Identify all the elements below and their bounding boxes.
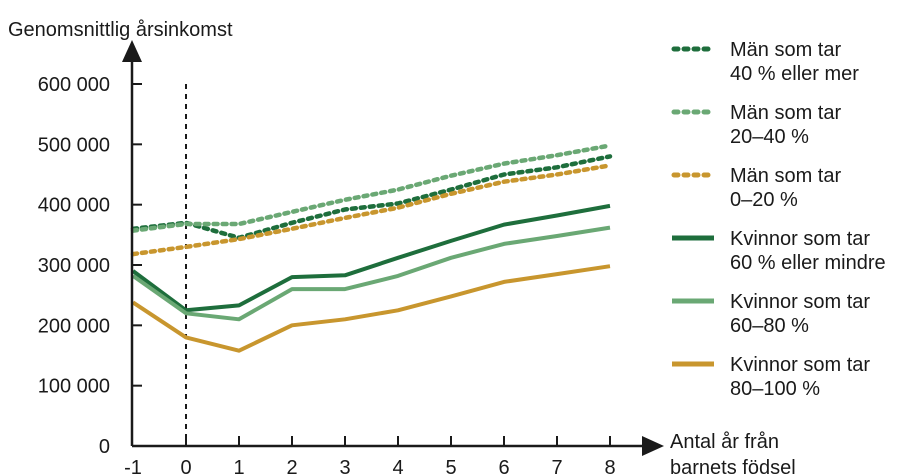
x-axis-title-line-2: barnets födsel (670, 457, 796, 475)
y-tick-label: 400 000 (38, 195, 110, 217)
legend-label-line: Män som tar (730, 39, 841, 61)
y-tick-label: 100 000 (38, 376, 110, 398)
legend-label-line: Män som tar (730, 165, 841, 187)
legend-label-line: Kvinnor som tar (730, 291, 870, 313)
legend-label-line: 20–40 % (730, 126, 809, 148)
x-axis-title: Antal år från barnets födsel (670, 431, 796, 475)
legend-label-2: Män som tar 20–40 % (730, 102, 841, 148)
legend-label-1: Män som tar 40 % eller mer (730, 39, 859, 85)
legend-label-4: Kvinnor som tar 60 % eller mindre (730, 228, 886, 274)
x-tick-label: 3 (339, 457, 350, 475)
series-line-3 (130, 163, 613, 257)
y-axis-title: Genomsnittlig årsinkomst (8, 19, 233, 41)
x-axis-title-line-1: Antal år från (670, 431, 779, 453)
legend-label-3: Män som tar 0–20 % (730, 165, 841, 211)
x-tick-label: 7 (551, 457, 562, 475)
legend-label-5: Kvinnor som tar 60–80 % (730, 291, 870, 337)
legend-label-line: 40 % eller mer (730, 63, 859, 85)
series-line-4 (131, 203, 611, 313)
x-tick-label: -1 (124, 457, 142, 475)
legend-label-line: 80–100 % (730, 378, 820, 400)
legend-label-6: Kvinnor som tar 80–100 % (730, 354, 870, 400)
x-tick-label: 1 (233, 457, 244, 475)
x-tick-label: 8 (604, 457, 615, 475)
series-line-6 (131, 264, 611, 353)
x-tick-label: 2 (286, 457, 297, 475)
x-tick-label: 0 (180, 457, 191, 475)
y-tick-label: 600 000 (38, 74, 110, 96)
y-tick-label: 500 000 (38, 134, 110, 156)
x-axis-arrow-icon (642, 436, 664, 456)
y-tick-label: 300 000 (38, 255, 110, 277)
series-line-2 (130, 143, 613, 233)
legend-label-line: Kvinnor som tar (730, 354, 870, 376)
series-line-5 (131, 225, 611, 322)
x-tick-label: 5 (445, 457, 456, 475)
y-tick-label: 200 000 (38, 315, 110, 337)
series-line-1 (130, 154, 613, 241)
legend-label-line: Män som tar (730, 102, 841, 124)
x-tick-label: 6 (498, 457, 509, 475)
legend-label-line: 60–80 % (730, 315, 809, 337)
legend-label-line: 0–20 % (730, 189, 798, 211)
plot-area: 0 100 000 200 000 300 000 400 000 500 000 600 … (38, 40, 664, 475)
y-axis-arrow-icon (122, 40, 142, 62)
legend-label-line: Kvinnor som tar (730, 228, 870, 250)
x-tick-label: 4 (392, 457, 403, 475)
legend-label-line: 60 % eller mindre (730, 252, 886, 274)
y-tick-label: 0 (99, 436, 110, 458)
